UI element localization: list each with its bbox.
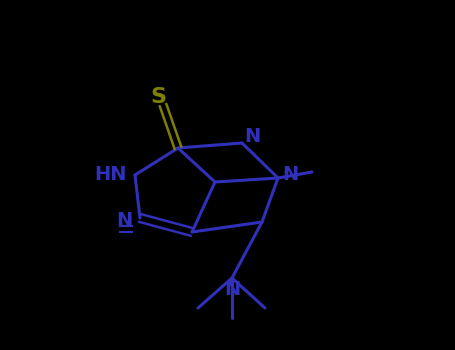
Text: N: N [244,127,260,147]
Text: S: S [150,87,166,107]
Text: N: N [282,164,298,183]
Text: N: N [116,210,132,230]
Text: N: N [224,280,240,299]
Text: HN: HN [95,166,127,184]
